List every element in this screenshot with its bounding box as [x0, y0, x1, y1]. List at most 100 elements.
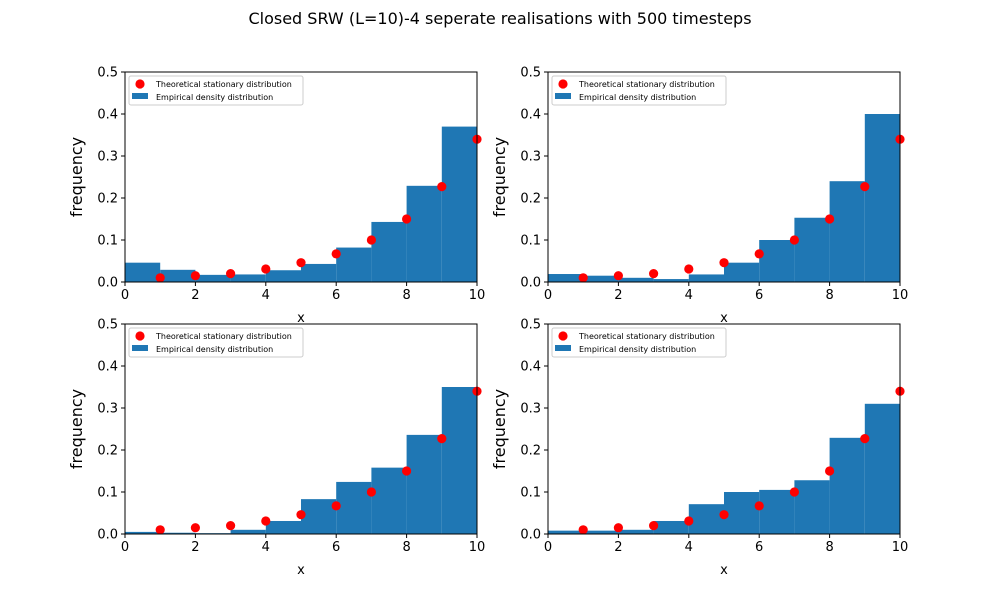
- y-tick-label: 0.5: [97, 66, 118, 81]
- y-tick-label: 0.3: [97, 402, 118, 417]
- theory-point: [649, 521, 659, 531]
- theory-point: [190, 523, 200, 533]
- theory-point: [860, 434, 870, 444]
- theory-point: [684, 264, 694, 274]
- theory-point: [719, 258, 729, 268]
- theory-point: [331, 501, 341, 511]
- legend-bar-swatch: [555, 93, 571, 99]
- theory-point: [649, 269, 659, 279]
- histogram-bar: [406, 434, 442, 534]
- y-tick-label: 0.5: [97, 318, 118, 333]
- histogram-bar: [265, 270, 301, 282]
- theory-point: [437, 182, 447, 192]
- x-tick-label: 10: [892, 540, 909, 555]
- legend-point-swatch: [135, 79, 145, 89]
- histogram-bar: [301, 263, 337, 282]
- histogram-bar: [371, 467, 407, 534]
- histogram-bar: [406, 185, 442, 282]
- y-tick-label: 0.4: [520, 360, 541, 375]
- subplot-4: 0 2 4 6 8 10 0.0 0.1 0.2 0.3 0.4 0.5 x frequency Theor…: [490, 318, 908, 579]
- x-tick-label: 4: [685, 288, 693, 303]
- theory-point: [296, 510, 306, 520]
- legend-bar-swatch: [555, 345, 571, 351]
- y-tick-label: 0.1: [97, 486, 118, 501]
- x-tick-label: 4: [262, 540, 270, 555]
- x-tick-label: 8: [402, 288, 410, 303]
- y-tick-label: 0.0: [97, 528, 118, 543]
- subplot-2: 0 2 4 6 8 10 0.0 0.1 0.2 0.3 0.4 0.5 x frequency Theor…: [490, 66, 908, 327]
- legend-bar-swatch: [132, 93, 148, 99]
- histogram-bars: [548, 114, 900, 282]
- y-tick-label: 0.0: [520, 276, 541, 291]
- y-axis-label: frequency: [490, 137, 509, 217]
- theory-point: [578, 273, 588, 283]
- theory-point: [613, 523, 624, 533]
- theory-point: [155, 273, 165, 283]
- y-tick-label: 0.0: [97, 276, 118, 291]
- histogram-bar: [441, 126, 477, 282]
- y-tick-label: 0.1: [97, 234, 118, 249]
- legend: Theoretical stationary distribution Empir…: [128, 327, 304, 358]
- axes-frame: [124, 71, 478, 283]
- y-tick-label: 0.3: [520, 402, 541, 417]
- y-tick-label: 0.3: [97, 150, 118, 165]
- theory-points: [578, 134, 905, 283]
- x-tick-label: 2: [191, 540, 199, 555]
- y-tick-label: 0.5: [520, 318, 541, 333]
- theory-points: [155, 134, 482, 283]
- axes-frame: [124, 323, 478, 535]
- x-tick-label: 10: [892, 288, 909, 303]
- histogram-bar: [125, 262, 161, 282]
- theory-point: [226, 269, 236, 279]
- y-axis-label: frequency: [490, 389, 509, 469]
- theory-point: [261, 264, 271, 274]
- theory-point: [402, 466, 412, 476]
- legend-label-theory: Theoretical stationary distribution: [578, 80, 715, 89]
- histogram-bar: [864, 114, 900, 282]
- y-tick-label: 0.4: [520, 108, 541, 123]
- theory-point: [719, 510, 729, 520]
- subplot-3: 0 2 4 6 8 10 0.0 0.1 0.2 0.3 0.4 0.5 x frequency Theor…: [67, 318, 485, 579]
- theory-point: [860, 182, 870, 192]
- theory-point: [437, 434, 447, 444]
- legend-box: [128, 327, 304, 358]
- histogram-bar: [618, 277, 654, 282]
- x-tick-label: 0: [121, 540, 129, 555]
- legend-box: [128, 75, 304, 106]
- theory-point: [578, 525, 588, 535]
- histogram-bar: [160, 532, 196, 534]
- legend-label-empirical: Empirical density distribution: [156, 93, 273, 102]
- y-axis-label: frequency: [67, 389, 86, 469]
- x-tick-label: 2: [614, 540, 622, 555]
- histogram-bar: [688, 504, 724, 534]
- legend-label-empirical: Empirical density distribution: [579, 93, 696, 102]
- y-tick-label: 0.1: [520, 234, 541, 249]
- y-tick-label: 0.3: [520, 150, 541, 165]
- legend-label-theory: Theoretical stationary distribution: [155, 80, 292, 89]
- histogram-bar: [759, 489, 795, 534]
- legend-label-empirical: Empirical density distribution: [156, 345, 273, 354]
- legend-box: [551, 75, 727, 106]
- subplot-1: 0 2 4 6 8 10 0.0 0.1 0.2 0.3 0.4 0.5 x frequency Theor…: [67, 66, 485, 327]
- histogram-bar: [864, 403, 900, 534]
- y-tick-label: 0.2: [520, 192, 541, 207]
- histogram-bar: [160, 269, 196, 282]
- y-tick-label: 0.2: [97, 192, 118, 207]
- y-tick-label: 0.2: [520, 444, 541, 459]
- theory-point: [613, 271, 624, 281]
- legend-label-theory: Theoretical stationary distribution: [578, 332, 715, 341]
- x-tick-label: 0: [121, 288, 129, 303]
- legend-label-empirical: Empirical density distribution: [579, 345, 696, 354]
- theory-points: [155, 386, 482, 535]
- x-axis-label: x: [720, 563, 728, 578]
- x-axis-label: x: [720, 311, 728, 326]
- x-tick-label: 10: [469, 540, 486, 555]
- x-axis-label: x: [297, 311, 305, 326]
- axes-frame: [547, 323, 901, 535]
- legend: Theoretical stationary distribution Empir…: [551, 327, 727, 358]
- histogram-bars: [548, 403, 900, 534]
- theory-point: [261, 516, 271, 526]
- theory-point: [366, 487, 376, 497]
- histogram-bar: [195, 274, 231, 282]
- theory-point: [789, 235, 800, 245]
